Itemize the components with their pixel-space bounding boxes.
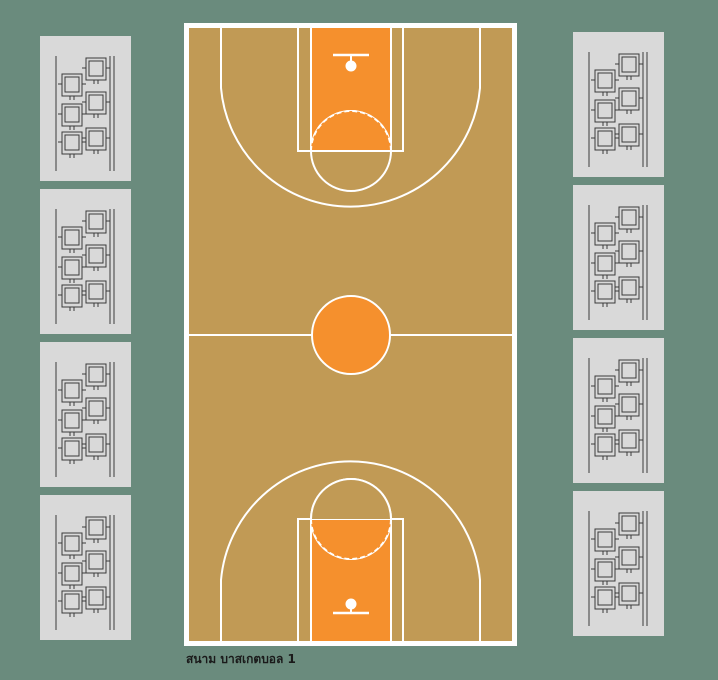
center-circle xyxy=(311,295,391,375)
seating-right xyxy=(573,32,664,636)
bleacher-section[interactable] xyxy=(573,491,664,636)
seating-left xyxy=(40,36,131,640)
hoop-top xyxy=(345,60,357,72)
bleacher-section[interactable] xyxy=(573,32,664,177)
bleacher-section[interactable] xyxy=(40,189,131,334)
top-half xyxy=(220,26,481,208)
bleacher-section[interactable] xyxy=(573,185,664,330)
bleacher-section[interactable] xyxy=(40,36,131,181)
bleacher-section[interactable] xyxy=(573,338,664,483)
bottom-half xyxy=(220,460,481,643)
court-label: สนาม บาสเกตบอล 1 xyxy=(186,652,296,666)
bleacher-section[interactable] xyxy=(40,495,131,640)
three-point-line-bottom xyxy=(220,460,481,642)
hoop-bottom xyxy=(345,598,357,610)
bleacher-section[interactable] xyxy=(40,342,131,487)
three-point-line-top xyxy=(220,27,481,208)
basketball-court[interactable] xyxy=(184,23,517,646)
